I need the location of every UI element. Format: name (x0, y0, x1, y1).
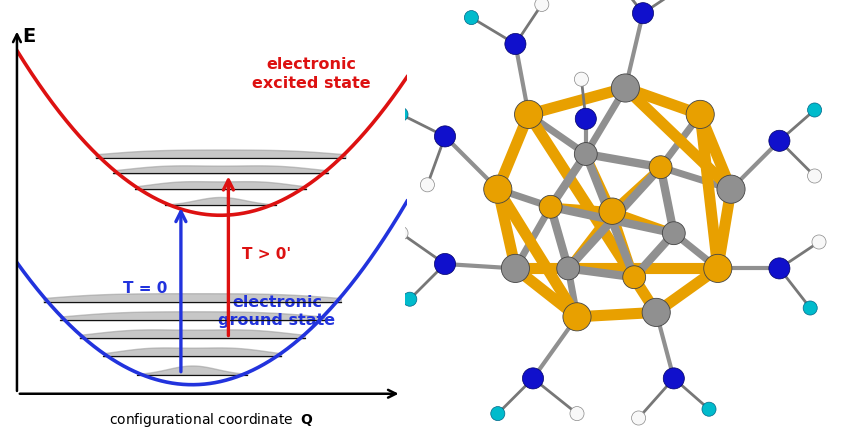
Circle shape (650, 156, 672, 179)
Circle shape (663, 368, 684, 389)
Circle shape (574, 72, 589, 86)
Circle shape (622, 266, 645, 289)
Circle shape (501, 254, 529, 282)
Circle shape (662, 222, 685, 245)
Circle shape (434, 126, 455, 147)
Circle shape (812, 235, 826, 249)
Circle shape (686, 100, 714, 128)
Circle shape (394, 107, 408, 121)
Circle shape (483, 175, 512, 203)
Text: T > 0': T > 0' (242, 247, 291, 262)
Circle shape (394, 226, 408, 240)
Text: electronic
excited state: electronic excited state (252, 57, 371, 91)
Circle shape (769, 258, 790, 279)
Circle shape (599, 198, 625, 224)
Circle shape (803, 301, 817, 315)
Circle shape (702, 402, 716, 416)
Circle shape (704, 254, 732, 282)
Circle shape (563, 303, 591, 331)
Circle shape (717, 175, 745, 203)
Circle shape (807, 169, 822, 183)
Circle shape (769, 130, 790, 151)
Circle shape (535, 0, 549, 11)
Circle shape (505, 33, 526, 55)
Circle shape (642, 298, 670, 326)
Circle shape (632, 411, 645, 425)
Circle shape (611, 74, 639, 102)
Circle shape (434, 253, 455, 275)
Text: configurational coordinate  $\mathbf{Q}$: configurational coordinate $\mathbf{Q}$ (109, 411, 314, 429)
Circle shape (465, 11, 478, 25)
Circle shape (491, 407, 505, 421)
Circle shape (807, 103, 822, 117)
Text: T = 0: T = 0 (123, 281, 167, 296)
Circle shape (633, 3, 654, 24)
Circle shape (574, 143, 597, 165)
Circle shape (515, 100, 543, 128)
Circle shape (403, 292, 417, 306)
Circle shape (570, 407, 584, 421)
Circle shape (421, 178, 434, 192)
Circle shape (575, 108, 596, 129)
Text: E: E (23, 27, 36, 46)
Circle shape (539, 195, 562, 218)
Circle shape (522, 368, 544, 389)
Circle shape (557, 257, 580, 280)
Text: electronic
ground state: electronic ground state (219, 295, 336, 328)
